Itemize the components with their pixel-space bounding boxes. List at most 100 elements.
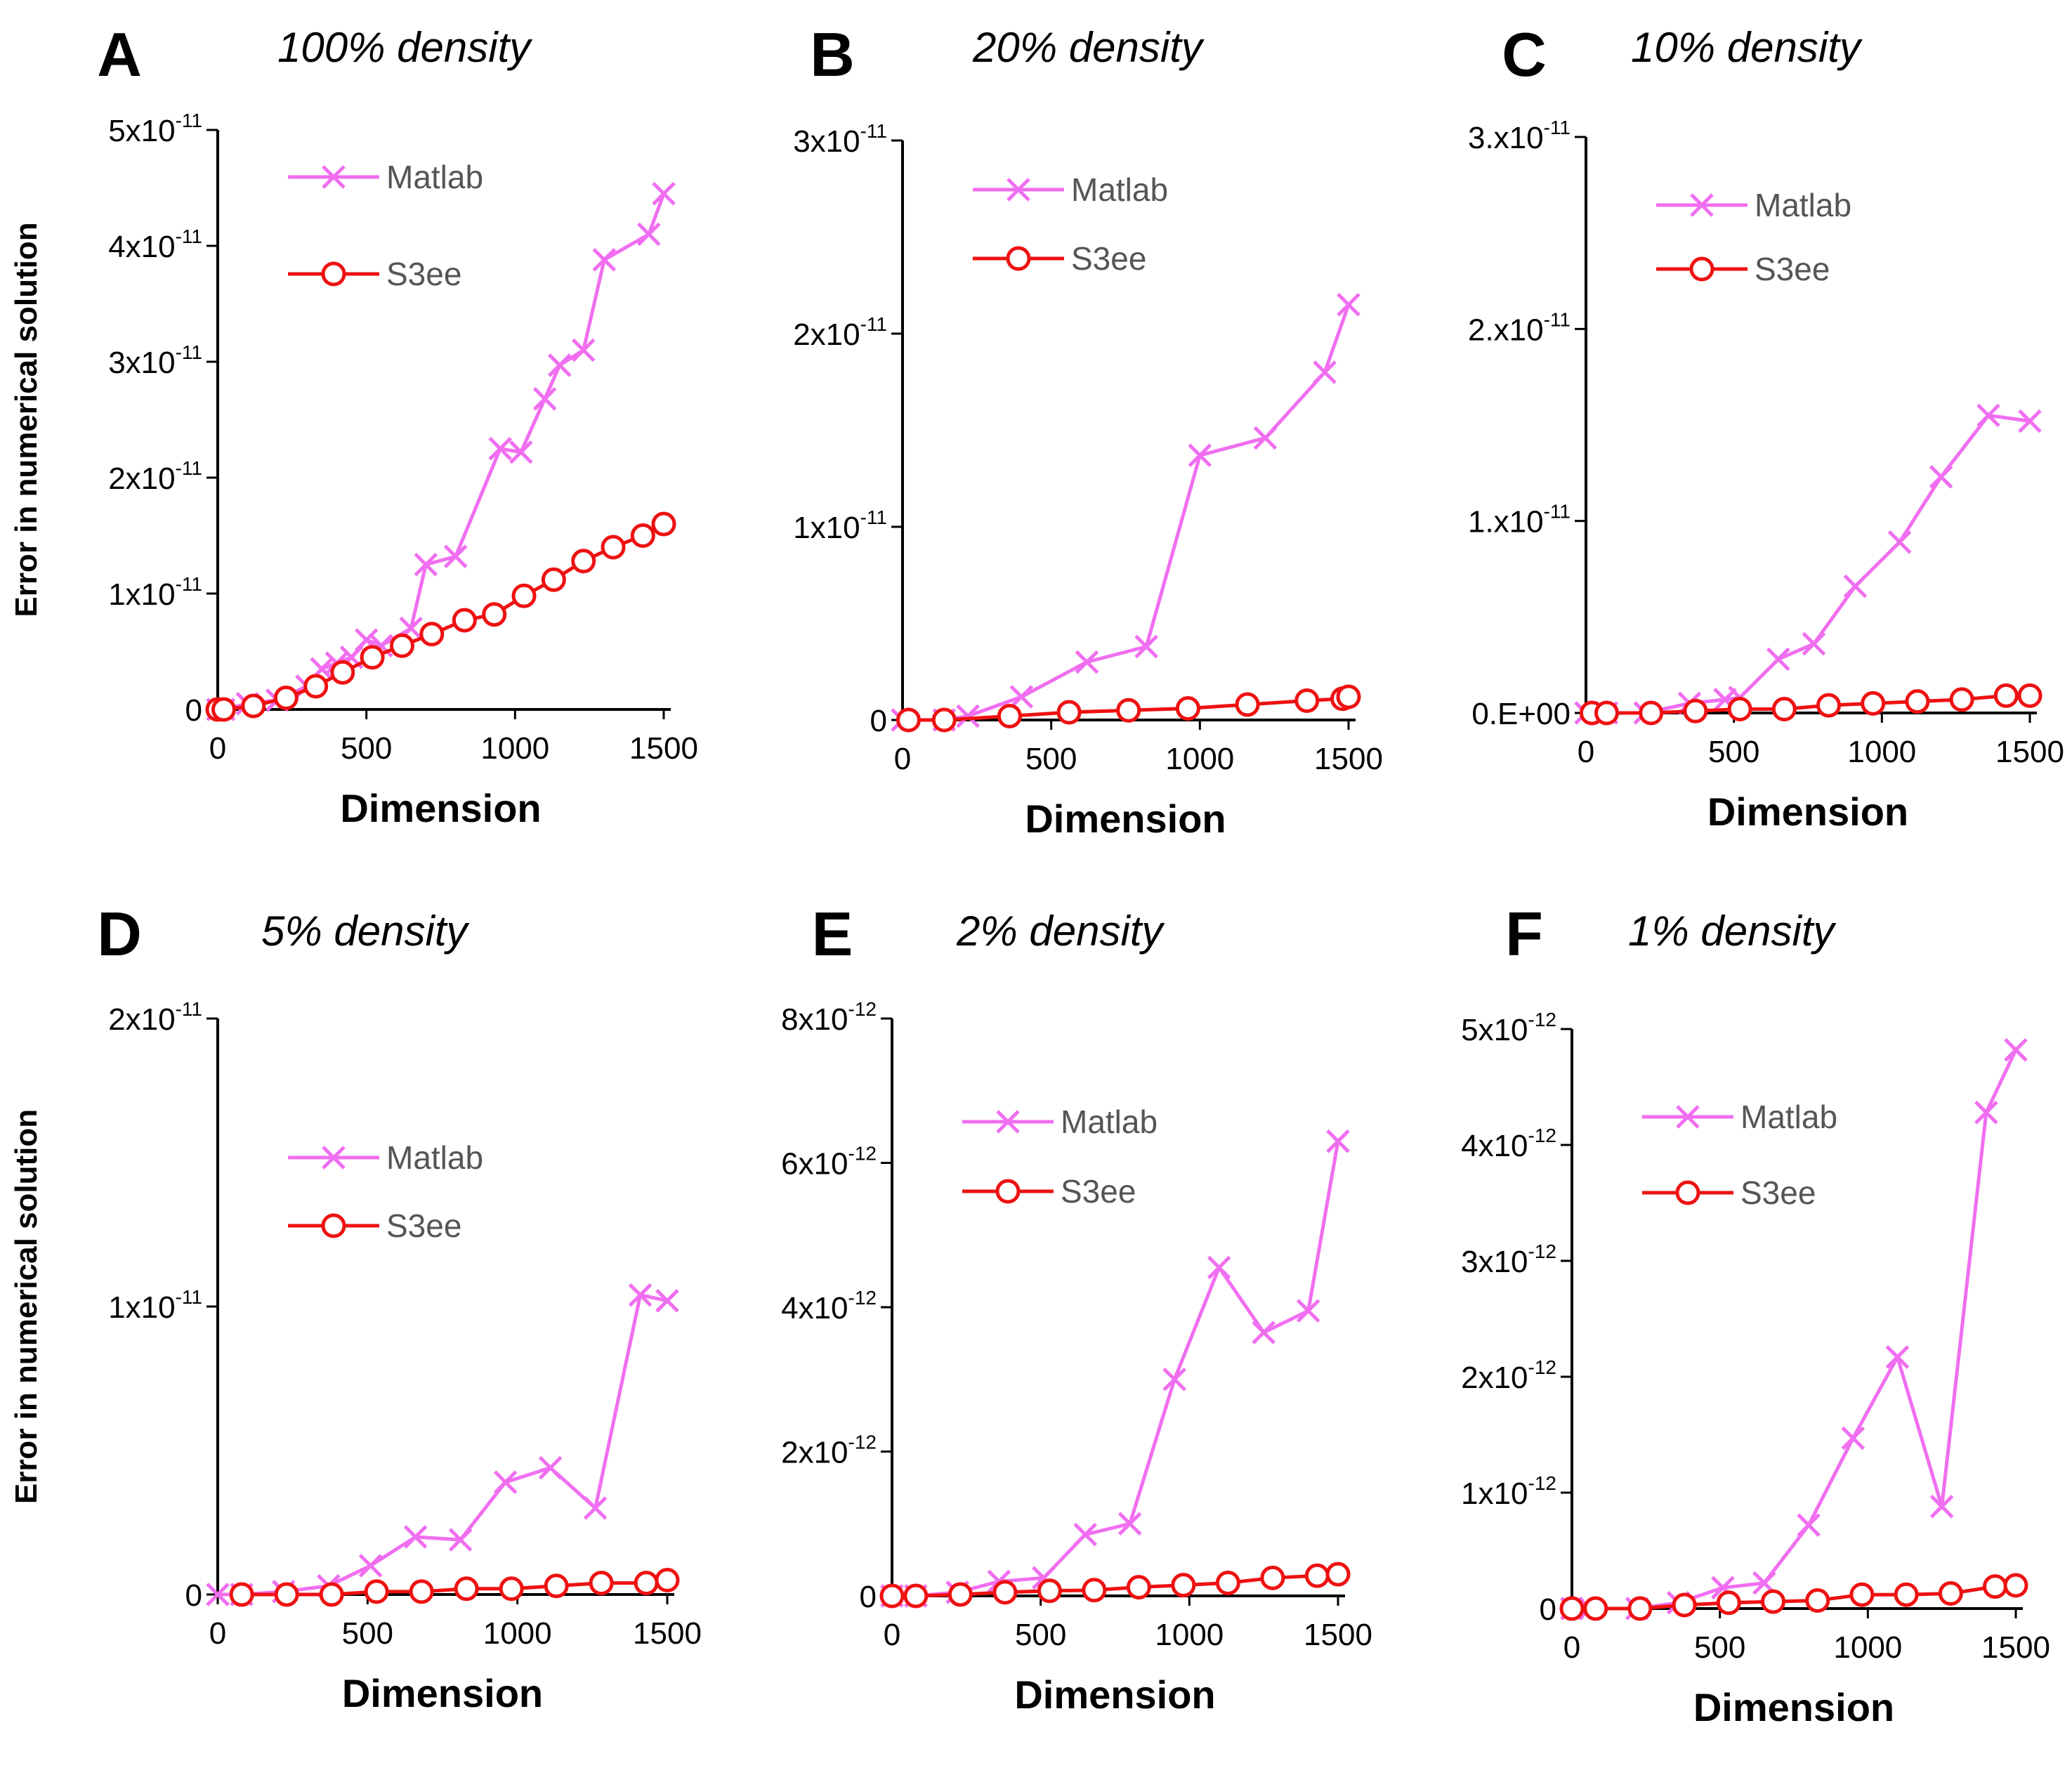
data-point-s3ee [903,1583,929,1609]
legend-item-s3ee: S3ee [962,1173,1136,1210]
legend-item-matlab: Matlab [973,171,1168,208]
y-tick-label: 1x10-11 [108,1286,202,1325]
data-point-s3ee [651,511,676,537]
y-axis-label: Error in numerical solution [9,222,44,617]
data-point-s3ee [1627,1596,1653,1621]
x-tick-label: 1500 [1981,1630,2050,1665]
data-point-s3ee [1260,1565,1285,1590]
legend-marker [1006,246,1031,271]
data-point-s3ee [992,1580,1018,1605]
data-point-s3ee [319,1582,344,1607]
data-point-s3ee [948,1582,973,1607]
y-tick-label: 8x10-12 [781,998,877,1037]
x-tick-label: 500 [1694,1630,1745,1665]
panel-letter: D [97,899,142,969]
x-tick-label: 1000 [483,1616,552,1651]
data-point-s3ee [589,1571,614,1596]
legend-label: S3ee [1740,1174,1816,1211]
y-tick-label: 4x10-11 [108,225,202,264]
data-point-s3ee [1171,1573,1196,1598]
data-point-matlab [1252,1321,1276,1344]
data-point-matlab [1162,1367,1186,1392]
data-point-s3ee [1325,1561,1351,1587]
legend-item-s3ee: S3ee [1642,1174,1816,1211]
data-point-matlab [414,552,438,577]
x-tick-label: 500 [341,731,392,766]
legend-label: S3ee [1755,251,1830,287]
data-point-s3ee [1116,698,1141,723]
data-point-s3ee [211,697,236,722]
panel-letter: A [97,20,142,89]
data-point-s3ee [1993,683,2019,708]
legend-marker [1007,178,1030,202]
data-point-s3ee [409,1579,434,1604]
series-line-matlab [903,303,1351,722]
series-s3ee [879,1561,1351,1609]
y-tick-label: 2x10-11 [793,313,887,352]
y-tick-label: 3.x10-11 [1468,117,1571,155]
data-point-matlab [206,1583,230,1606]
data-point-s3ee [499,1576,524,1602]
data-point-s3ee [1594,700,1619,726]
data-point-matlab [1841,1426,1866,1451]
data-point-s3ee [2017,683,2043,708]
y-axis-label: Error in numerical solution [9,1109,44,1504]
x-tick-label: 1000 [480,731,549,766]
y-tick-label: 2.x10-11 [1468,308,1571,347]
data-point-matlab [358,1554,383,1578]
data-point-s3ee [1949,687,1974,712]
data-point-matlab [1073,1522,1097,1547]
y-tick-label: 0 [870,704,887,738]
series-matlab [891,292,1360,732]
legend-marker [321,1213,346,1238]
legend-item-matlab: Matlab [1642,1099,1837,1135]
legend-label: Matlab [1061,1104,1158,1140]
data-point-s3ee [1716,1590,1741,1616]
series-line-matlab [1586,413,2031,715]
x-tick-label: 0 [894,742,911,776]
data-point-s3ee [1861,690,1886,716]
x-tick-label: 1500 [1304,1618,1372,1652]
legend-label: S3ee [386,1207,461,1244]
data-point-s3ee [511,583,537,608]
legend-item-matlab: Matlab [1656,187,1851,223]
panel-f: F 1% density 0 1x10-12 2x10-12 3x10-12 4x10-12… [1461,899,2050,1729]
data-point-matlab [592,248,617,272]
legend-marker [1675,1180,1700,1205]
data-point-matlab [655,1289,679,1313]
y-tick-label: 4x10-12 [1461,1125,1556,1163]
data-point-matlab [2018,409,2042,433]
data-point-matlab [448,1528,473,1552]
panel-a: A 100% density 0 1x10-11 2x10-11 3x10-11 4x10-… [9,20,698,830]
legend-marker [1690,193,1714,217]
x-tick-label: 500 [1015,1618,1066,1652]
legend-item-matlab: Matlab [288,159,483,195]
data-point-matlab [628,1283,653,1307]
x-tick-label: 1500 [633,1616,702,1651]
data-point-s3ee [452,608,477,633]
data-point-s3ee [571,549,596,574]
x-tick-label: 1500 [1995,735,2064,769]
y-tick-label: 2x10-11 [108,998,202,1037]
legend-label: S3ee [386,256,461,292]
legend-marker [321,261,346,287]
data-point-matlab [1337,292,1360,317]
data-point-s3ee [601,535,626,560]
data-point-matlab [443,544,468,568]
panel-letter: E [812,899,853,969]
data-point-matlab [1885,1345,1910,1369]
panel-title: 2% density [956,908,1165,955]
x-axis-label: Dimension [340,786,541,830]
data-point-matlab [488,436,512,461]
y-tick-label: 5x10-12 [1461,1009,1556,1047]
x-tick-label: 1000 [1847,735,1916,769]
series-matlab [206,1283,679,1606]
data-point-matlab [493,1470,518,1494]
legend-item-matlab: Matlab [962,1104,1158,1140]
data-point-matlab [652,181,676,206]
legend-marker [1676,1105,1700,1129]
data-point-matlab [1929,465,1953,489]
x-tick-label: 500 [1708,735,1759,769]
x-axis-label: Dimension [1707,790,1908,834]
data-point-s3ee [1235,692,1260,717]
